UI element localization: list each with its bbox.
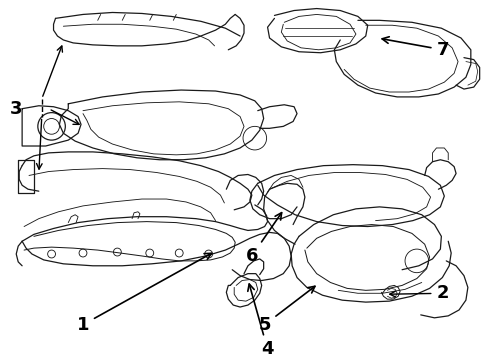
Text: 5: 5 — [258, 286, 315, 334]
Text: 6: 6 — [245, 213, 282, 265]
Text: 1: 1 — [77, 253, 212, 334]
Text: 2: 2 — [390, 284, 449, 302]
Text: 4: 4 — [248, 284, 274, 358]
Text: 3: 3 — [10, 100, 23, 118]
Text: 7: 7 — [382, 37, 449, 59]
